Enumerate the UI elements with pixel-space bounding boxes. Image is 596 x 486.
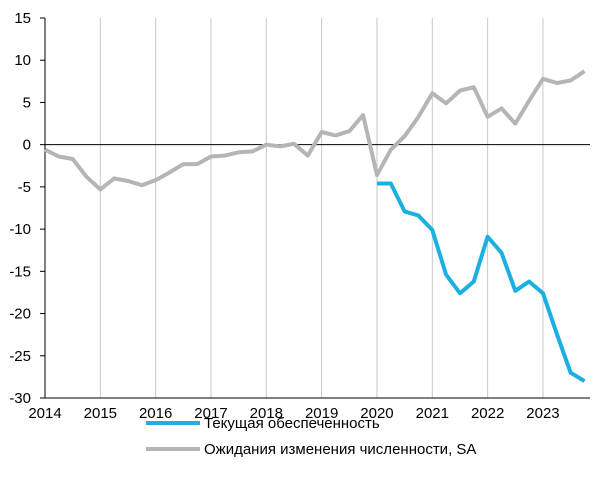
axes — [40, 17, 590, 399]
x-axis-tick-labels: 2014 2015 2016 2017 2018 2019 2020 2021 2022 2023 — [28, 405, 559, 422]
x-tick-label-2020: 2020 — [360, 405, 393, 422]
y-tick-label--30: -30 — [9, 390, 31, 407]
legend-label-current-staffing: Текущая обеспеченность — [204, 414, 380, 432]
series-line-1 — [44, 69, 586, 192]
x-tick-label-2021: 2021 — [416, 405, 449, 422]
legend-swatch-current-staffing — [146, 421, 200, 425]
legend-item-current-staffing: Текущая обеспеченность — [146, 412, 476, 434]
y-tick-label-5: 5 — [23, 94, 31, 111]
legend-swatch-headcount-expectations — [146, 447, 200, 451]
x-tick-label-2019: 2019 — [305, 405, 338, 422]
y-tick-label-10: 10 — [14, 52, 31, 69]
x-tick-label-2016: 2016 — [139, 405, 172, 422]
y-axis-tick-labels: 15 10 5 0 -5 -10 -15 -20 -25 -30 — [9, 10, 31, 407]
x-tick-label-2018: 2018 — [250, 405, 283, 422]
y-tick-label-0: 0 — [23, 137, 31, 154]
x-tick-label-2023: 2023 — [526, 405, 559, 422]
x-tick-label-2022: 2022 — [471, 405, 504, 422]
legend-item-headcount-expectations: Ожидания изменения численности, SA — [146, 438, 476, 460]
legend: Текущая обеспеченность Ожидания изменени… — [146, 412, 476, 464]
y-tick-label--20: -20 — [9, 306, 31, 323]
series-layer — [44, 69, 586, 383]
x-tick-label-2017: 2017 — [194, 405, 227, 422]
y-tick-label--15: -15 — [9, 263, 31, 280]
y-tick-label--5: -5 — [18, 179, 31, 196]
y-tick-label--25: -25 — [9, 348, 31, 365]
x-tick-label-2015: 2015 — [84, 405, 117, 422]
y-tick-label-15: 15 — [14, 10, 31, 27]
series-line-0 — [377, 181, 586, 383]
grid-lines — [99, 18, 544, 398]
y-tick-label--10: -10 — [9, 221, 31, 238]
legend-label-headcount-expectations: Ожидания изменения численности, SA — [204, 440, 477, 458]
x-tick-label-2014: 2014 — [28, 405, 61, 422]
